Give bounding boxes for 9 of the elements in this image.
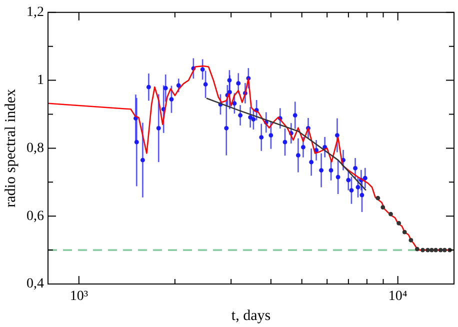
y-tick-label: 1,2 — [26, 5, 44, 20]
x-axis-title: t, days — [231, 308, 271, 324]
y-axis-title: radio spectral index — [2, 88, 19, 208]
y-tick-label: 1 — [37, 72, 44, 88]
y-tick-label: 0,6 — [26, 208, 44, 224]
x-tick-label: 10³ — [70, 289, 88, 304]
y-tick-label: 0,8 — [26, 140, 44, 156]
x-tick-label: 10⁴ — [388, 289, 408, 304]
y-tick-label: 0,4 — [26, 276, 44, 292]
